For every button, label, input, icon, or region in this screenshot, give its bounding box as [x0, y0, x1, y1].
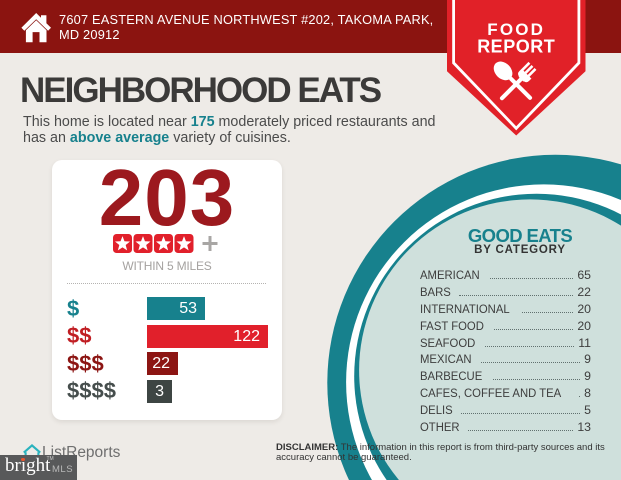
svg-text:REPORT: REPORT: [477, 37, 555, 57]
svg-text:FOOD: FOOD: [487, 20, 545, 39]
